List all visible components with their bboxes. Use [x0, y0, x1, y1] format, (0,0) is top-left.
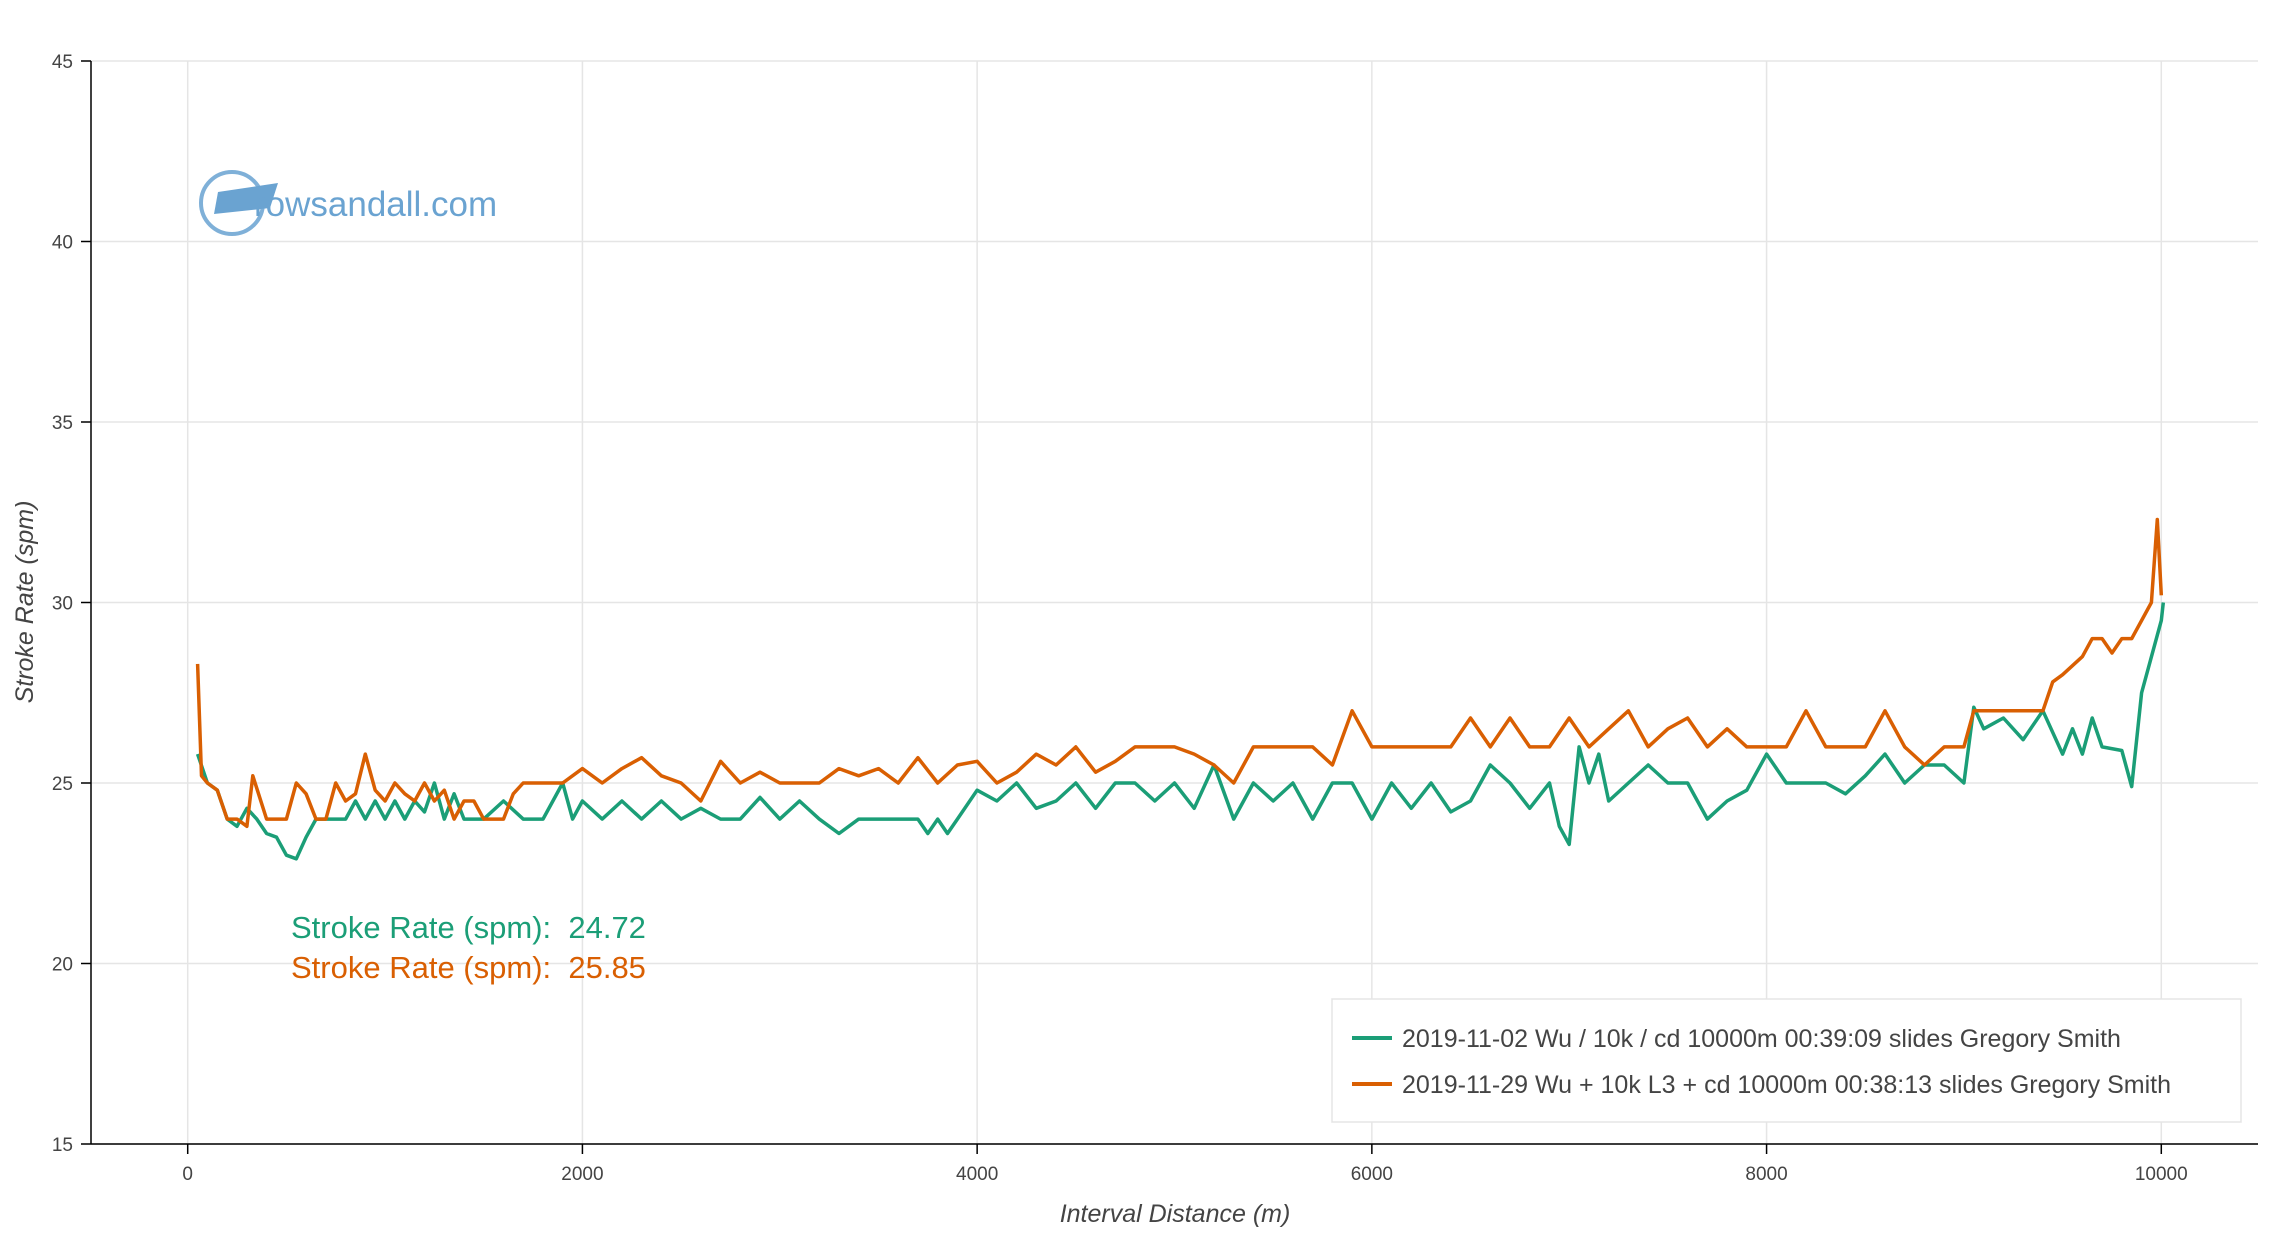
y-tick-label: 20	[52, 955, 73, 976]
annotation: Stroke Rate (spm): 25.85	[291, 950, 646, 985]
series-line	[195, 602, 2166, 861]
y-tick-label: 25	[52, 774, 73, 795]
y-tick-label: 30	[52, 594, 73, 615]
logo-boat	[214, 183, 278, 214]
x-tick-label: 8000	[1745, 1164, 1787, 1185]
x-tick-label: 10000	[2135, 1164, 2188, 1185]
logo: rowsandall.com	[199, 170, 497, 236]
y-tick-label: 45	[52, 52, 73, 73]
y-tick-label: 35	[52, 413, 73, 434]
legend-box	[1331, 998, 2242, 1123]
x-axis-label: Interval Distance (m)	[1060, 1200, 1291, 1228]
annotation: Stroke Rate (spm): 24.72	[291, 910, 646, 945]
y-tick-label: 40	[52, 233, 73, 254]
x-tick-label: 6000	[1351, 1164, 1393, 1185]
y-axis-label: Stroke Rate (spm)	[11, 501, 39, 704]
legend-label: 2019-11-29 Wu + 10k L3 + cd 10000m 00:38…	[1402, 1071, 2171, 1099]
legend: 2019-11-02 Wu / 10k / cd 10000m 00:39:09…	[1331, 998, 2242, 1123]
x-tick-label: 0	[182, 1164, 193, 1185]
x-tick-label: 4000	[956, 1164, 998, 1185]
series-line	[195, 517, 2164, 829]
y-tick-label: 15	[52, 1135, 73, 1156]
x-tick-label: 2000	[561, 1164, 603, 1185]
legend-label: 2019-11-02 Wu / 10k / cd 10000m 00:39:09…	[1402, 1025, 2121, 1053]
logo-text: rowsandall.com	[254, 185, 497, 224]
